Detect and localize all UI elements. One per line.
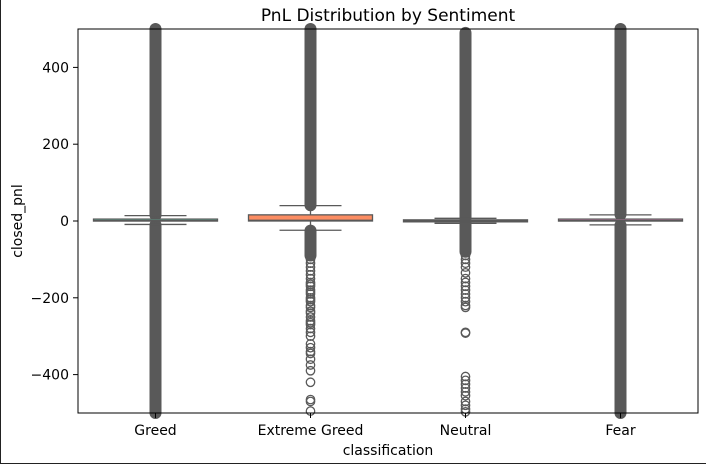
outlier-point (460, 273, 471, 284)
outlier-point (460, 379, 471, 390)
outlier-point (305, 266, 316, 276)
outlier-point (305, 348, 316, 359)
outlier-point (460, 250, 471, 261)
outlier-point (460, 292, 471, 303)
outlier-point (460, 396, 471, 407)
plot-area (92, 23, 684, 419)
box-group-3 (557, 23, 684, 419)
outlier-point (305, 327, 316, 338)
outlier-point (305, 319, 316, 330)
outlier-point (460, 302, 471, 313)
outlier-point (460, 296, 471, 307)
outlier-point (305, 296, 316, 307)
outlier-point (305, 289, 316, 299)
box-group-1 (247, 23, 374, 416)
outlier-point (460, 258, 471, 269)
outlier-point (460, 267, 471, 278)
outlier-point (305, 323, 316, 334)
x-tick-label: Fear (605, 423, 635, 439)
y-tick-label: 200 (42, 137, 69, 153)
x-tick-label: Neutral (440, 423, 492, 439)
outlier-point (460, 390, 471, 401)
outlier-point (460, 281, 471, 292)
outlier-point (460, 400, 471, 411)
y-tick-label: −200 (31, 291, 69, 307)
outlier-point (305, 377, 316, 388)
chart-title: PnL Distribution by Sentiment (261, 6, 516, 26)
y-axis: −400 −200 0 200 400 (31, 60, 78, 384)
x-axis-label: classification (343, 443, 434, 459)
outlier-point (305, 331, 316, 342)
outlier-point (305, 365, 316, 376)
outlier-point (305, 269, 316, 280)
outlier-point (305, 281, 316, 292)
x-axis: Greed Extreme Greed Neutral Fear (134, 413, 636, 439)
box-group-0 (92, 23, 219, 419)
outlier-point (305, 308, 316, 319)
outlier-point (460, 285, 471, 295)
outlier-point (305, 339, 316, 349)
outlier-point (460, 289, 471, 299)
outlier-point (305, 396, 316, 407)
outlier-point (460, 262, 471, 272)
outlier-point (460, 375, 471, 386)
outlier-point (305, 262, 316, 272)
outlier-point (305, 254, 316, 265)
outlier-point (460, 383, 471, 393)
outlier-point (460, 371, 471, 382)
x-tick-label: Extreme Greed (258, 423, 364, 439)
outlier-point (305, 312, 316, 322)
outlier-point (460, 328, 471, 338)
y-tick-label: 0 (60, 214, 69, 230)
outlier-point (305, 273, 316, 284)
outlier-point (460, 254, 471, 265)
x-tick-label: Greed (134, 423, 176, 439)
outlier-point (305, 394, 316, 405)
outlier-point (305, 258, 316, 269)
outlier-point (305, 342, 316, 353)
outlier-point (305, 360, 316, 370)
y-tick-label: 400 (42, 60, 69, 76)
box-1 (247, 214, 374, 222)
outlier-point (460, 277, 471, 288)
y-axis-label: closed_pnl (10, 184, 26, 258)
outlier-point (460, 387, 471, 397)
outlier-point (305, 354, 316, 365)
outlier-point (305, 302, 316, 313)
y-tick-label: −400 (31, 368, 69, 384)
box-group-2 (402, 26, 529, 417)
